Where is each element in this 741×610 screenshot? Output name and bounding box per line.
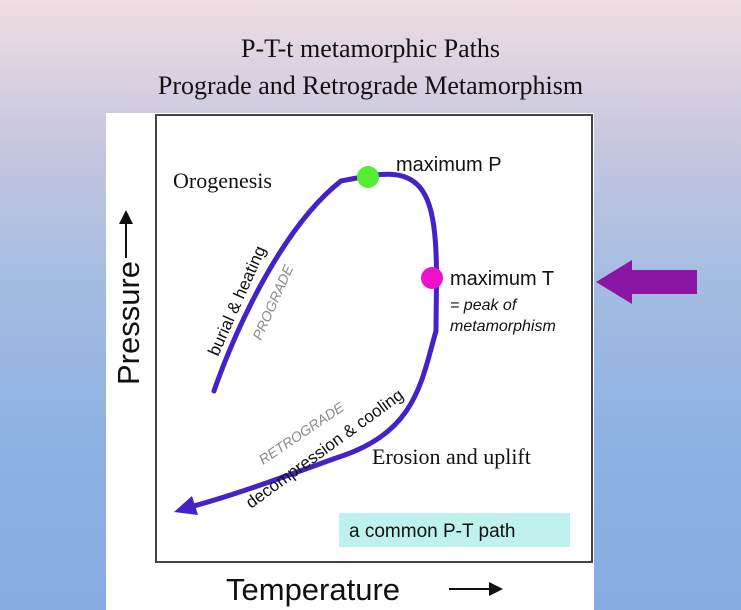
purple-pointer-arrow-icon	[596, 260, 697, 304]
pt-path-figure: Pressure Temperature Orogenesis maximum …	[106, 113, 594, 610]
peak-label-line-2: metamorphism	[450, 318, 556, 335]
max-t-dot	[421, 267, 443, 289]
plot-frame	[155, 114, 593, 563]
path-arrowhead	[174, 496, 198, 515]
y-axis-arrow	[119, 210, 133, 258]
slide-title-line-2: Prograde and Retrograde Metamorphism	[157, 71, 584, 100]
x-axis-arrow	[449, 582, 503, 596]
y-axis-label: Pressure	[111, 261, 146, 385]
orogenesis-label: Orogenesis	[173, 168, 272, 193]
common-path-label: a common P-T path	[349, 521, 516, 542]
x-axis-label: Temperature	[226, 572, 400, 607]
max-p-dot	[357, 166, 379, 188]
erosion-uplift-label: Erosion and uplift	[372, 444, 531, 469]
peak-label-line-1: = peak of	[450, 297, 518, 314]
common-path-box	[339, 513, 570, 547]
max-t-label: maximum T	[450, 268, 554, 290]
slide-title-line-1: P-T-t metamorphic Paths	[240, 34, 500, 63]
max-p-label: maximum P	[396, 154, 502, 176]
